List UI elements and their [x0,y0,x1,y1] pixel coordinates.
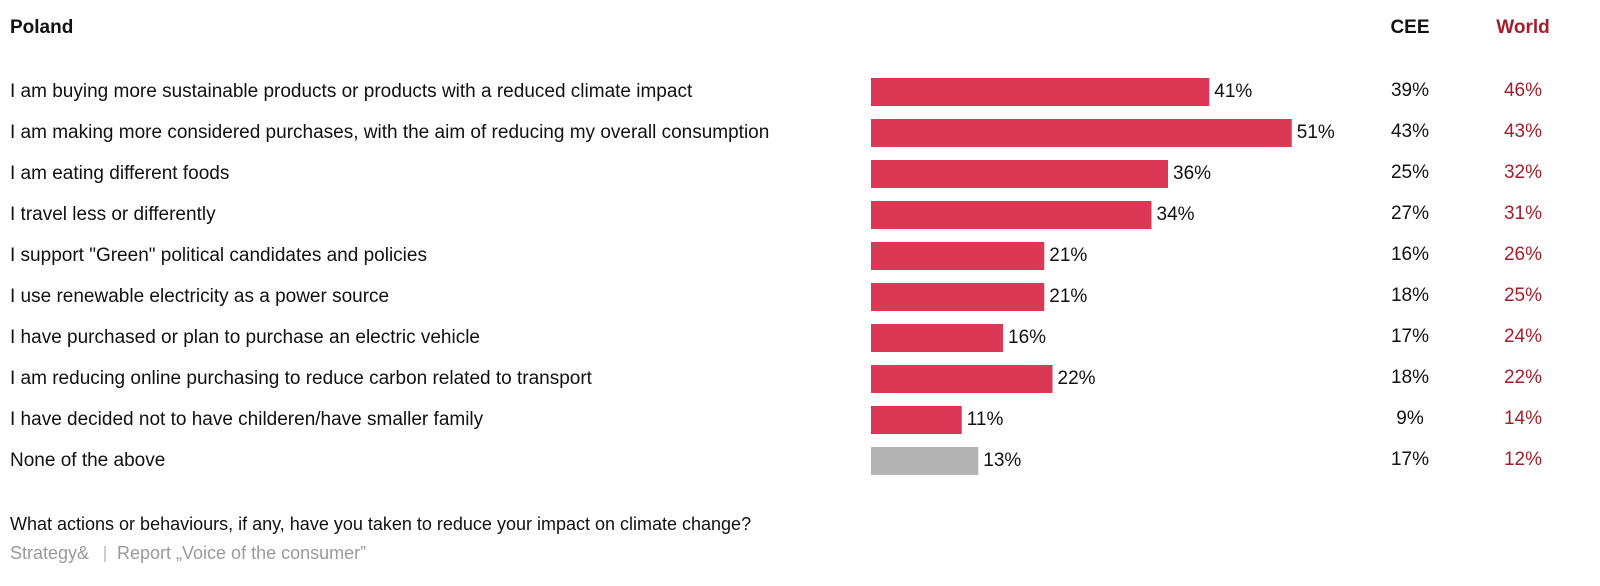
value-cell: 43% [1391,121,1429,142]
value-label: 41% [1214,81,1252,102]
value-label: 36% [1173,163,1211,184]
bar [871,283,1045,311]
column-header: CEE [1390,17,1429,38]
value-cell: 46% [1504,80,1542,101]
bar [871,78,1210,106]
value-cell: 17% [1391,449,1429,470]
category-label: I am eating different foods [10,163,229,184]
category-label: I use renewable electricity as a power s… [10,286,389,307]
source-brand: Strategy& [10,543,89,563]
value-cell: 32% [1504,162,1542,183]
category-label: I am reducing online purchasing to reduc… [10,368,593,389]
value-cell: 26% [1504,244,1542,265]
value-cell: 12% [1504,449,1542,470]
category-label: I support "Green" political candidates a… [10,245,427,266]
category-label: I travel less or differently [10,204,216,225]
value-cell: 17% [1391,326,1429,347]
value-cell: 18% [1391,367,1429,388]
category-label: I have decided not to have childeren/hav… [10,409,484,430]
value-cell: 16% [1391,244,1429,265]
category-label: I am making more considered purchases, w… [10,122,769,143]
value-cell: 25% [1504,285,1542,306]
column-header: World [1496,17,1549,38]
bar [871,447,979,475]
value-cell: 24% [1504,326,1542,347]
value-cell: 18% [1391,285,1429,306]
value-cell: 27% [1391,203,1429,224]
value-label: 11% [967,409,1004,430]
value-cell: 14% [1504,408,1542,429]
value-cell: 39% [1391,80,1429,101]
value-cell: 31% [1504,203,1542,224]
bar [871,365,1053,393]
category-label: I am buying more sustainable products or… [10,81,693,102]
value-cell: 43% [1504,121,1542,142]
question: What actions or behaviours, if any, have… [10,514,751,534]
category-label: I have purchased or plan to purchase an … [10,327,480,348]
source-report: Report „Voice of the consumer” [117,543,366,563]
bar [871,119,1292,147]
column-header: Poland [10,17,73,38]
bar [871,406,962,434]
bar [871,160,1168,188]
category-label: None of the above [10,450,165,471]
value-label: 34% [1157,204,1195,225]
value-label: 22% [1058,368,1096,389]
value-label: 16% [1008,327,1046,348]
value-cell: 25% [1391,162,1429,183]
value-label: 21% [1049,245,1087,266]
value-label: 51% [1297,122,1335,143]
bar [871,324,1003,352]
bar [871,201,1152,229]
value-label: 21% [1049,286,1087,307]
value-cell: 9% [1396,408,1424,429]
value-label: 13% [983,450,1021,471]
value-cell: 22% [1504,367,1542,388]
bar [871,242,1045,270]
